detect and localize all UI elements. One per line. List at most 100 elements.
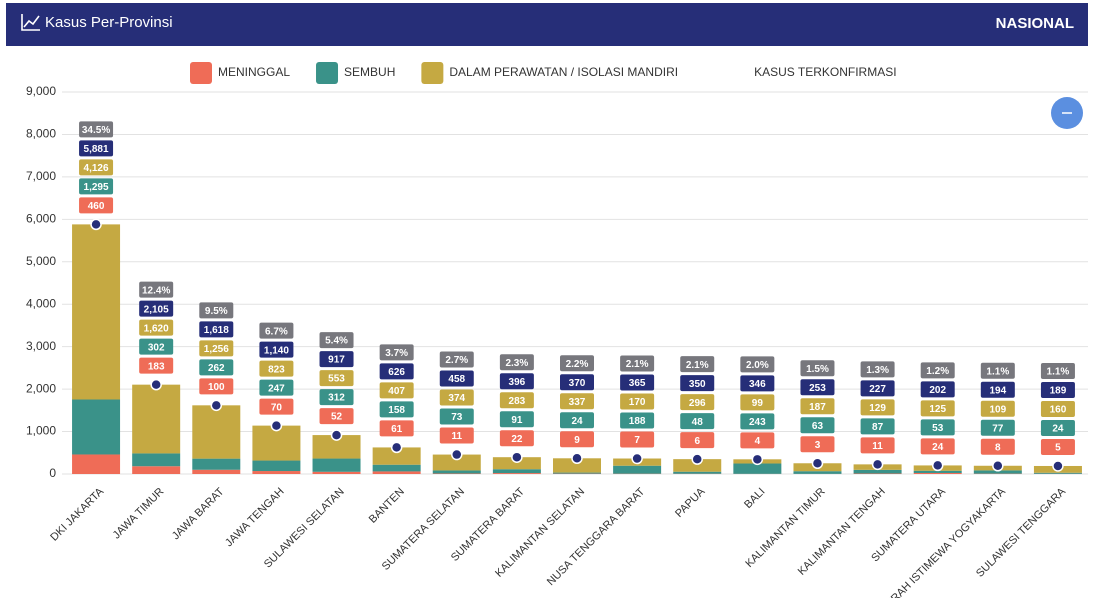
data-label: 458 (448, 374, 465, 385)
data-label: 346 (749, 379, 766, 390)
data-label-box (920, 362, 955, 379)
data-label-box (680, 394, 715, 411)
data-label-box (1040, 381, 1075, 398)
data-label: 823 (268, 364, 285, 375)
bar-segment (432, 470, 481, 474)
data-label: 129 (869, 403, 886, 414)
total-dot (871, 458, 884, 471)
bar-segment (252, 460, 301, 472)
data-label-box (740, 432, 775, 449)
data-label-box (499, 354, 534, 371)
data-label-box (439, 408, 474, 425)
data-label-box (259, 398, 294, 415)
data-label-box (560, 355, 594, 372)
data-label: 125 (929, 404, 946, 415)
data-label-box (439, 370, 474, 387)
data-label-box (439, 351, 474, 368)
bar-segment (372, 471, 421, 474)
data-label-box (379, 344, 414, 361)
bar-segment (192, 469, 241, 474)
data-label: 202 (929, 385, 946, 396)
data-label: 3 (815, 440, 821, 451)
data-label: 553 (328, 374, 345, 385)
legend-label: SEMBUH (344, 65, 395, 79)
data-label: 374 (448, 393, 465, 404)
data-label: 34.5% (82, 125, 110, 136)
data-label-box (319, 408, 354, 425)
data-label-box (139, 357, 174, 374)
data-label-box (560, 412, 594, 429)
data-label: 91 (511, 415, 523, 426)
data-label-box (860, 418, 895, 435)
data-label-box (79, 121, 114, 138)
data-label-box (79, 159, 114, 176)
data-label: 227 (869, 384, 886, 395)
total-dot (90, 218, 102, 231)
data-label-box (259, 322, 294, 339)
data-label-box (620, 412, 655, 429)
bar-segment (492, 469, 541, 474)
data-label-box (800, 436, 835, 453)
total-dot (451, 448, 463, 461)
data-label: 460 (88, 201, 105, 212)
data-label-box (920, 438, 955, 455)
total-dot (1052, 460, 1064, 472)
bar-segment (492, 457, 541, 470)
bar-segment (72, 399, 121, 455)
data-label: 283 (509, 396, 526, 407)
data-label: 8 (995, 442, 1001, 453)
data-label-box (920, 419, 955, 436)
bar-segment (252, 425, 301, 461)
total-dot (571, 452, 583, 465)
bar-segment (1033, 472, 1082, 474)
data-label-box (620, 431, 655, 448)
collapse-button[interactable] (1051, 97, 1083, 129)
chart-icon (21, 14, 40, 31)
data-label-box (620, 355, 655, 372)
bar-segment (312, 435, 361, 459)
total-dot (751, 453, 764, 466)
header-scope: NASIONAL (996, 15, 1074, 32)
data-label: 52 (331, 412, 343, 423)
y-tick-label: 0 (49, 466, 56, 480)
y-tick-label: 5,000 (26, 254, 56, 268)
data-label-box (499, 411, 534, 428)
bar-segment (132, 384, 181, 454)
data-label: 188 (629, 416, 646, 427)
data-label-box (860, 361, 895, 378)
data-label-box (980, 362, 1015, 379)
bar-segment (72, 454, 121, 474)
legend-label: DALAM PERAWATAN / ISOLASI MANDIRI (449, 65, 678, 79)
header-title: Kasus Per-Provinsi (45, 14, 173, 31)
data-label-box (860, 437, 895, 454)
data-label-box (499, 392, 534, 409)
bar-segment (673, 471, 722, 474)
data-label: 2.1% (626, 359, 649, 370)
bar-segment (913, 470, 962, 473)
bar-segment (252, 471, 301, 474)
data-label-box (319, 370, 354, 387)
bar-segment (613, 465, 662, 474)
header-bar (6, 3, 1088, 46)
x-tick-label: NUSA TENGGARA BARAT (545, 486, 648, 589)
total-dot (811, 457, 824, 470)
data-label: 262 (208, 363, 225, 374)
data-label: 1,295 (84, 182, 109, 193)
total-dot (330, 429, 343, 441)
data-label: 1.2% (926, 366, 949, 377)
data-label: 1,620 (144, 323, 169, 334)
legend-label: MENINGGAL (218, 65, 290, 79)
bar-segment (853, 469, 902, 474)
data-label: 2,105 (144, 304, 169, 315)
data-label-box (1040, 438, 1075, 455)
data-label-box (199, 302, 234, 319)
data-label-box (259, 379, 294, 396)
data-label: 100 (208, 382, 225, 393)
data-label-box (620, 393, 655, 410)
data-label: 2.1% (686, 360, 709, 371)
bar-segment (72, 224, 121, 400)
data-label: 1,256 (204, 344, 229, 355)
data-label: 2.2% (566, 359, 589, 370)
data-label: 247 (268, 383, 285, 394)
data-label: 4,126 (84, 163, 109, 174)
